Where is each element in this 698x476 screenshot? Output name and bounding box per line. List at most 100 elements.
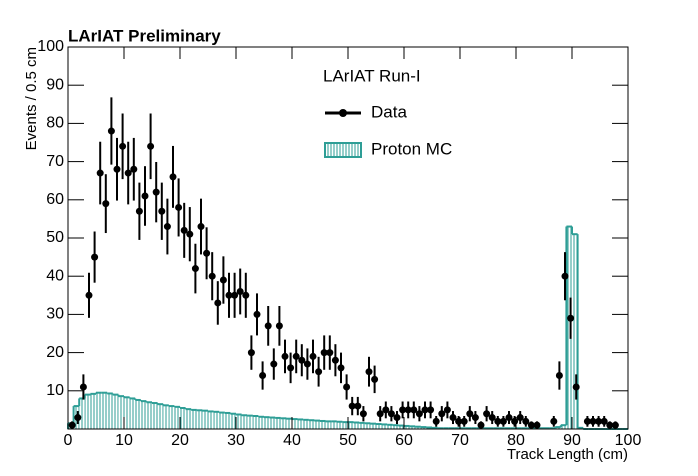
y-tick-label: 50 [46,229,64,246]
histogram-bar [370,423,376,429]
data-point [550,417,558,425]
y-tick-label: 10 [46,382,64,399]
plot-frame [67,46,629,430]
histogram-bar [314,420,320,429]
x-tick-label: 10 [115,432,133,449]
data-point [606,421,614,429]
x-tick-label: 70 [451,432,469,449]
data-point [365,368,373,376]
data-point [163,223,171,231]
data-point [287,364,295,372]
data-point [191,265,199,273]
data-point [477,421,485,429]
data-point [214,299,222,307]
histogram-bar [202,410,208,429]
data-point [298,356,306,364]
data-point [522,417,530,425]
data-point [572,383,580,391]
histogram-bar [359,422,365,429]
data-point [292,352,300,360]
data-point [107,127,115,135]
data-point [611,421,619,429]
data-point [371,375,379,383]
data-point [555,372,563,380]
data-point [527,421,535,429]
histogram-bar [280,418,287,429]
histogram-bar [264,417,270,429]
data-point [449,414,457,422]
data-point [471,414,479,422]
histogram-bar [146,402,152,429]
data-point [443,406,451,414]
data-point [410,406,418,414]
data-point [124,169,132,177]
y-tick-label: 40 [46,267,64,284]
data-point [253,310,261,318]
data-point [337,364,345,372]
histogram-bar [230,413,236,429]
data-point [561,272,569,280]
data-point [432,417,440,425]
y-tick-label: 90 [46,76,64,93]
y-tick-label: 70 [46,153,64,170]
histogram-bar [292,419,298,429]
x-tick-label: 30 [227,432,245,449]
y-tick-label: 20 [46,344,64,361]
histogram-bar [364,423,371,429]
data-point [427,406,435,414]
histogram-bar [409,426,416,429]
y-tick-label: 30 [46,306,64,323]
histogram-bar [236,414,242,429]
histogram-bar [325,421,332,429]
histogram-bar [84,394,91,429]
histogram-bar [258,416,264,429]
data-point [242,291,250,299]
data-point [147,142,155,150]
data-point [326,349,334,357]
histogram-bar [320,420,326,429]
data-point [180,226,188,234]
histogram-bar [381,424,388,429]
data-point [264,322,272,330]
data-point [141,192,149,200]
y-tick-label: 100 [37,38,64,55]
data-point [315,368,323,376]
histogram-bar [241,415,248,429]
histogram-bar [404,425,410,429]
histogram-bar [224,412,231,429]
data-point [281,352,289,360]
histogram-bar [174,406,180,429]
x-tick-label: 100 [615,432,642,449]
data-point [303,360,311,368]
data-point [567,314,575,322]
data-point [382,406,390,414]
legend-label: Proton MC [371,139,452,158]
data-point [169,173,177,181]
data-point [219,276,227,284]
data-point [376,410,384,418]
x-tick-label: 90 [563,432,581,449]
data-point [113,165,121,173]
data-point [460,417,468,425]
data-point [421,406,429,414]
data-point [595,417,603,425]
data-point [208,272,216,280]
histogram-bar [572,234,578,429]
histogram-bar [90,393,96,429]
histogram-bar [107,393,113,429]
histogram-bar [252,416,259,429]
histogram-bar [79,398,85,429]
histogram-bar [112,394,119,429]
data-point [359,410,367,418]
histogram-bar [208,411,214,429]
histogram-bar [342,422,348,429]
histogram-bar [275,417,281,429]
data-point [158,207,166,215]
data-point [438,410,446,418]
histogram-bar [269,417,276,429]
histogram-bar [101,392,108,429]
histogram-bar [392,425,399,429]
data-point [91,253,99,261]
histogram-bar [129,398,136,429]
